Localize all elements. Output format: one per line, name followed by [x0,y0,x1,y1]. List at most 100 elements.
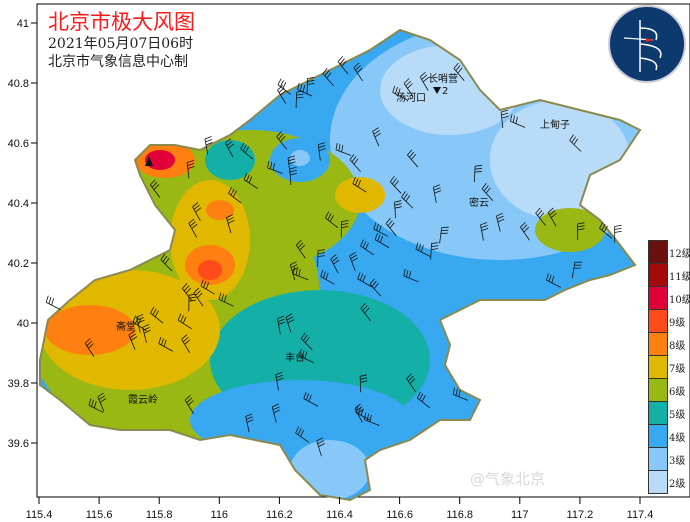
wind-barbs [45,56,622,457]
wind-barb [295,426,309,443]
legend-label: 6级 [669,387,686,398]
wind-barb [407,149,419,168]
wind-barb [509,114,526,128]
station-marker-icon [433,87,441,94]
x-tick-label: 117 [511,509,529,521]
wind-barb [340,220,349,238]
x-tick-label: 116 [211,509,229,521]
legend-swatch: 6级 [648,378,685,401]
y-tick-label: 40.6 [8,138,29,150]
legend-swatch: 8级 [648,332,685,355]
legend-swatch: 4级 [648,424,685,447]
wind-barb [292,267,309,281]
wind-barb [150,179,161,198]
legend-swatch: 2级 [648,470,685,494]
watermark: @气象北京 [470,470,546,488]
wind-barb [430,242,439,260]
wind-barb [406,373,417,393]
wind-barb [177,313,192,330]
legend-swatch: 7级 [648,355,685,378]
wind-barb [136,313,145,333]
wind-barb [245,413,254,433]
wind-barb [473,164,483,183]
wind-barb [337,56,349,75]
wind-barb [218,292,234,307]
x-tick-label: 115.6 [86,509,113,521]
wind-barb [416,391,431,409]
wind-barb [353,62,363,82]
wind-barb [401,191,414,209]
wind-barb [97,392,107,412]
wind-barb [276,131,288,150]
wind-barb [496,212,505,232]
wind-barb [128,330,138,350]
x-tick-label: 115.4 [26,509,53,521]
logo [608,5,686,83]
legend-label: 4级 [669,433,686,444]
wind-barb [275,371,284,391]
wind-barb [320,269,335,285]
wind-barb [316,437,325,457]
place-label: 密云 [469,196,489,209]
wind-barb [415,242,431,257]
wind-barb [226,214,235,234]
wind-barb [349,252,358,272]
page-title: 北京市极大风图 [48,10,195,34]
wind-barb [287,155,296,174]
wind-barb [439,226,449,244]
station-marker-icon [145,156,153,166]
legend-label: 5级 [669,410,686,421]
wind-barb [403,268,419,283]
legend-label: 9级 [669,318,686,329]
wind-barb [547,207,557,227]
wind-barb [322,67,334,86]
wind-barb [204,136,213,155]
wind-barb [355,405,371,421]
legend-label: 7级 [669,364,686,375]
wind-barb [369,278,382,297]
wind-barb [352,176,367,193]
place-label: 上甸子 [540,118,570,131]
wind-barb [158,336,173,352]
x-tick-label: 116.8 [446,509,473,521]
wind-barb [349,154,361,172]
legend-label: 2级 [669,479,686,490]
wind-barb [297,82,313,97]
wind-barb [359,374,368,393]
wind-barb [240,142,254,160]
x-tick-label: 115.8 [146,509,173,521]
wind-barb [303,391,319,407]
wind-barb [520,221,530,241]
wind-barb [267,161,283,174]
wind-barb [276,315,286,335]
legend-label: 10级 [669,295,690,306]
wind-barb [374,232,390,248]
wind-barb [188,293,196,312]
wind-barb [481,183,494,201]
place-label: 霞云岭 [128,393,158,406]
wind-barb [569,134,582,152]
place-label: 长哨营 [428,72,458,85]
wind-barb [372,127,382,147]
x-axis: 115.4 115.6 115.8 116 116.2 116.4 116.6 116.8 11… [26,497,653,521]
legend-swatch: 10级 [648,286,690,309]
y-axis: 41 40.8 40.6 40.4 40.2 40 39.8 39.6 [8,18,37,450]
wind-barb [243,173,258,189]
wind-barb [295,90,304,109]
legend-swatch: 9级 [648,309,685,332]
legend-swatch: 11级 [648,263,690,286]
place-value: 2 [442,86,448,97]
wind-barb [500,109,509,129]
wind-barb [325,211,339,229]
wind-barb [277,78,292,95]
legend-label: 8级 [669,341,686,352]
wind-barb [357,272,372,288]
y-tick-label: 39.8 [8,378,29,390]
wind-barb [132,315,147,332]
wind-barb [317,249,325,267]
legend: 12级 11级 10级 9级 8级 7级 6级 5级 4级 3级 2级 [648,240,690,494]
wind-barb [330,254,340,274]
x-tick-label: 116.2 [266,509,293,521]
wind-barb [142,324,151,343]
wind-barb [335,142,352,156]
